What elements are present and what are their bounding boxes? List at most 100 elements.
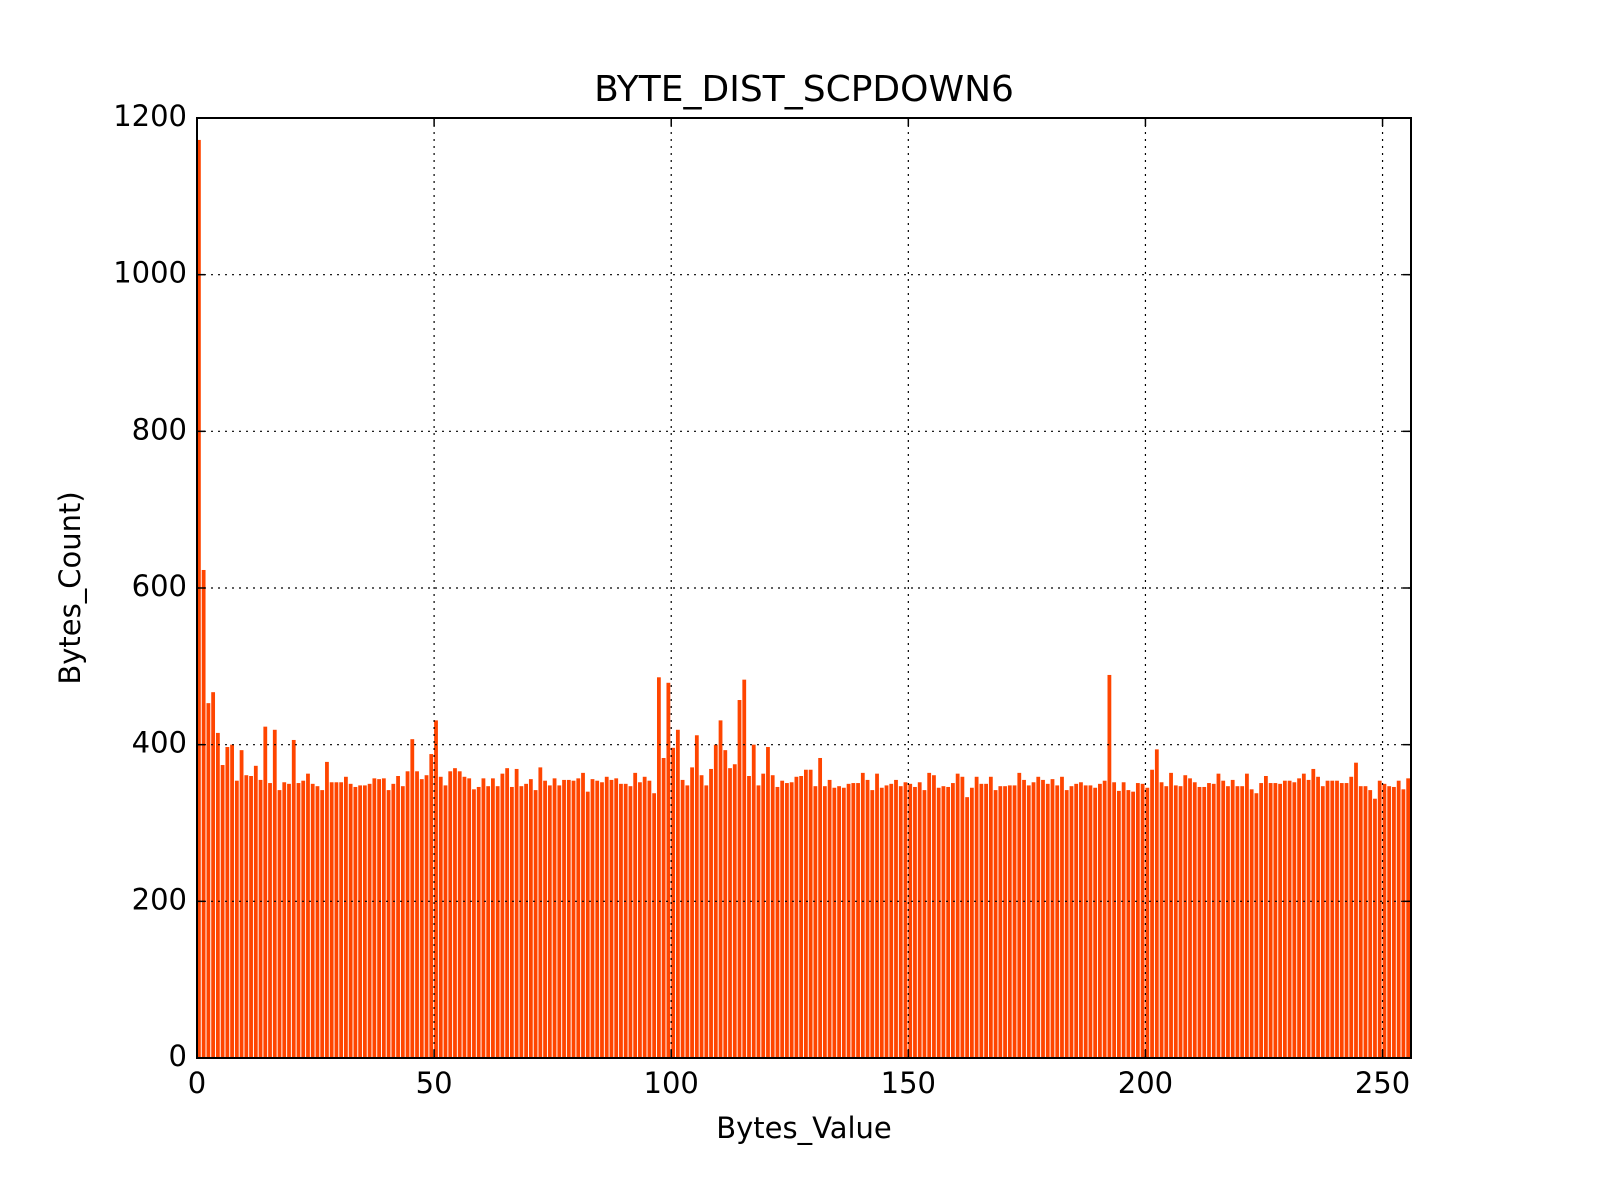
bar	[1088, 785, 1093, 1058]
bar	[751, 744, 756, 1058]
bar	[1098, 783, 1102, 1058]
bar	[386, 790, 391, 1058]
bar	[628, 786, 633, 1058]
bar	[1349, 776, 1354, 1058]
bar	[1192, 782, 1197, 1058]
bar	[1197, 786, 1202, 1058]
bar	[268, 783, 272, 1058]
bar	[590, 779, 595, 1058]
bar	[1254, 793, 1259, 1058]
bar	[898, 786, 903, 1058]
bar	[381, 778, 386, 1058]
bar	[287, 783, 291, 1058]
bar	[244, 775, 249, 1058]
bar	[571, 780, 576, 1058]
bar	[334, 782, 339, 1058]
bar	[325, 761, 329, 1058]
bar	[884, 785, 889, 1058]
bar	[1164, 786, 1169, 1058]
bar	[766, 747, 770, 1058]
bar	[623, 783, 628, 1058]
bar	[889, 783, 894, 1058]
bar	[917, 782, 922, 1058]
bar	[1245, 773, 1249, 1058]
bar	[234, 780, 239, 1058]
bar	[827, 779, 832, 1058]
bar	[955, 773, 960, 1058]
bar	[339, 782, 344, 1058]
bar	[1036, 776, 1041, 1058]
bar	[1145, 787, 1150, 1058]
bar	[467, 778, 472, 1058]
bar	[1107, 674, 1112, 1058]
bar	[1188, 778, 1192, 1058]
bar	[704, 785, 709, 1058]
bar	[894, 779, 898, 1058]
bar	[1240, 786, 1245, 1058]
bar	[1116, 790, 1121, 1058]
bar	[879, 787, 884, 1058]
bar	[723, 750, 728, 1058]
x-tick-label: 250	[1355, 1066, 1410, 1100]
bar	[1064, 790, 1069, 1058]
bar	[936, 787, 941, 1058]
bar	[1377, 780, 1382, 1058]
bar	[732, 764, 737, 1058]
bar	[1045, 783, 1050, 1058]
bar	[1316, 776, 1320, 1058]
bar	[566, 779, 571, 1058]
bar	[666, 682, 671, 1058]
bar	[1131, 791, 1136, 1058]
bar	[804, 769, 808, 1058]
bar	[1017, 772, 1022, 1058]
bar	[348, 783, 353, 1058]
bar	[1382, 783, 1387, 1058]
x-tick-label: 100	[644, 1066, 699, 1100]
bar	[993, 790, 998, 1058]
bar	[362, 785, 367, 1058]
bar	[1022, 779, 1026, 1058]
bar	[1069, 786, 1074, 1058]
bar	[301, 780, 306, 1058]
bar	[491, 778, 495, 1058]
bar	[372, 778, 377, 1058]
bar	[1306, 779, 1311, 1058]
bar	[405, 771, 410, 1058]
bar	[438, 776, 443, 1058]
bar	[1273, 783, 1278, 1058]
bar	[509, 786, 514, 1058]
bar	[457, 771, 462, 1058]
bar	[562, 779, 566, 1058]
bar	[419, 779, 424, 1058]
bar	[1230, 779, 1235, 1058]
bar	[453, 768, 457, 1058]
bar	[633, 772, 638, 1058]
bar	[481, 778, 486, 1058]
bar	[1216, 773, 1221, 1058]
bar	[358, 785, 363, 1058]
bar	[984, 783, 988, 1058]
bar	[1154, 749, 1159, 1058]
bar	[694, 735, 699, 1058]
bar	[1007, 785, 1012, 1058]
bar	[647, 780, 652, 1058]
bar	[1358, 786, 1363, 1058]
bar	[429, 754, 434, 1058]
bar	[1344, 783, 1349, 1058]
bar	[206, 703, 211, 1058]
bar	[718, 720, 723, 1058]
bar	[1060, 776, 1064, 1058]
bar	[353, 786, 358, 1058]
y-tick-label: 400	[132, 726, 187, 760]
bar	[818, 757, 823, 1058]
y-tick-label: 200	[132, 882, 187, 916]
bar	[1121, 782, 1126, 1058]
bar	[211, 692, 216, 1058]
bar	[1259, 783, 1264, 1058]
bar	[960, 776, 965, 1058]
bar	[998, 786, 1003, 1058]
bar	[785, 783, 789, 1058]
bar	[277, 790, 282, 1058]
bar	[391, 783, 396, 1058]
bar	[1135, 783, 1140, 1058]
